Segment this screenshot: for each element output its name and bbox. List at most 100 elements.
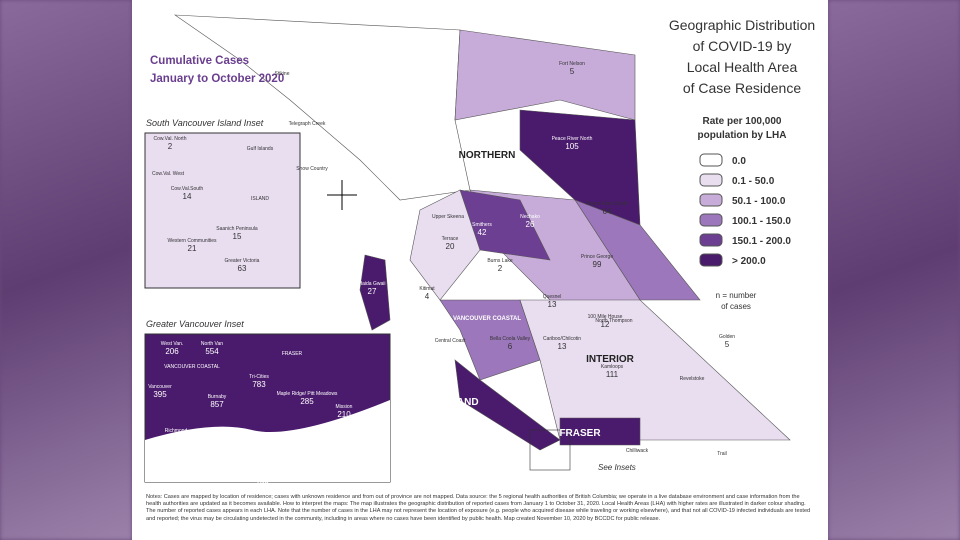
region xyxy=(409,189,481,301)
place-label: Nechako xyxy=(520,214,540,220)
place-label: Cow.Val. West xyxy=(152,171,185,177)
place-label: Upper Skeena xyxy=(432,214,464,220)
place-label: FRASER xyxy=(282,351,303,357)
case-count: 472 xyxy=(293,460,307,469)
case-count: 210 xyxy=(337,410,351,419)
place-label: Revelstoke xyxy=(680,376,705,382)
region-label: NORTHERN xyxy=(459,150,516,161)
case-count: 298 xyxy=(255,478,269,487)
region-label: INTERIOR xyxy=(586,354,635,365)
legend-label: 0.1 - 50.0 xyxy=(732,176,775,187)
place-label: Chilliwack xyxy=(626,448,649,454)
legend-swatch xyxy=(699,153,723,167)
region-label: VANCOUVER COASTAL xyxy=(453,316,521,322)
case-count: 27 xyxy=(368,287,377,296)
legend-note: n = number xyxy=(716,291,757,300)
title: of Case Residence xyxy=(683,80,802,96)
place-label: Cow.Val. North xyxy=(154,136,187,142)
place-label: 100 Mile House xyxy=(588,314,623,320)
place-label: Burns Lake xyxy=(487,258,513,264)
place-label: North Thompson xyxy=(595,318,632,324)
place-label: Central Coast xyxy=(435,338,466,344)
case-count: 42 xyxy=(478,228,487,237)
case-count: 20 xyxy=(446,242,455,251)
south-island-inset xyxy=(144,132,301,289)
place-label: Greater Victoria xyxy=(225,258,260,264)
legend-title: population by LHA xyxy=(698,130,787,141)
place-label: Haida Gwaii xyxy=(359,281,386,287)
case-count: 63 xyxy=(238,264,247,273)
region xyxy=(359,254,391,331)
place-label: Bella Coola Valley xyxy=(490,336,531,342)
title: Geographic Distribution xyxy=(669,17,815,33)
case-count: 2 xyxy=(498,264,503,273)
case-count: 105 xyxy=(565,142,579,151)
region xyxy=(519,299,791,441)
title: of COVID-19 by xyxy=(693,38,792,54)
legend-title: Rate per 100,000 xyxy=(703,116,782,127)
legend-swatch xyxy=(699,173,723,187)
place-label: VANCOUVER COASTAL xyxy=(164,364,220,370)
case-count: 5 xyxy=(570,67,575,76)
inset-box xyxy=(529,429,571,471)
compass xyxy=(327,180,357,210)
place-label: Peace River South xyxy=(586,201,628,207)
case-count: 21 xyxy=(188,244,197,253)
case-count: 428 xyxy=(207,455,221,464)
place-label: Saanich Peninsula xyxy=(216,226,258,232)
place-label: Cariboo/Chilcotin xyxy=(543,336,581,342)
case-count: 285 xyxy=(300,397,314,406)
place-label: Surrey xyxy=(245,436,260,442)
place-label: Mission xyxy=(336,404,353,410)
place-label: Stikine xyxy=(274,71,289,77)
place-label: Telegraph Creek xyxy=(289,121,326,127)
map: Geographic Distribution of COVID-19 by Loc… xyxy=(144,14,815,487)
region-label: ISLAND xyxy=(441,397,478,408)
blurred-border xyxy=(0,0,132,540)
case-count: 5 xyxy=(725,340,730,349)
place-label: Cow.Val.South xyxy=(171,186,204,192)
legend-label: 150.1 - 200.0 xyxy=(732,236,791,247)
place-label: Quesnel xyxy=(543,294,562,300)
map-sheet: Geographic Distribution of COVID-19 by Loc… xyxy=(132,0,828,540)
region xyxy=(559,417,641,446)
case-count: 3993 xyxy=(243,442,261,451)
place-label: Gulf Islands xyxy=(247,146,274,152)
place-label: North Van xyxy=(201,341,223,347)
case-count: 554 xyxy=(205,347,219,356)
place-label: Western Communities xyxy=(167,238,217,244)
case-count: 411 xyxy=(170,434,183,443)
place-label: ISLAND xyxy=(251,196,269,202)
region xyxy=(454,29,636,121)
case-count: 206 xyxy=(165,347,179,356)
place-label: Peace River North xyxy=(552,136,593,142)
title: Local Health Area xyxy=(687,59,798,75)
see-insets: See Insets xyxy=(598,463,636,472)
place-label: Prince George xyxy=(581,254,613,260)
place-label: Abbotsford xyxy=(342,458,366,464)
region xyxy=(454,359,561,451)
place-label: Snow Country xyxy=(296,166,328,172)
case-count: 12 xyxy=(601,320,610,329)
place-label: Tri-Cities xyxy=(249,374,269,380)
province xyxy=(173,14,791,471)
case-count: 880 xyxy=(347,464,361,473)
case-count: 14 xyxy=(183,192,192,201)
inset-title: Greater Vancouver Inset xyxy=(146,319,244,329)
legend-swatch xyxy=(699,253,723,267)
legend-label: 100.1 - 150.0 xyxy=(732,216,791,227)
case-count: 99 xyxy=(593,260,602,269)
legend-swatch xyxy=(699,233,723,247)
legend-note: of cases xyxy=(721,302,751,311)
inset-title: South Vancouver Island Inset xyxy=(146,118,264,128)
place-label: Delta xyxy=(208,449,220,455)
case-count: 15 xyxy=(233,232,242,241)
blurred-border xyxy=(828,0,960,540)
place-label: Langley xyxy=(291,454,309,460)
place-label: Terrace xyxy=(442,236,459,242)
place-label: Kitimat xyxy=(419,286,435,292)
place-label: Kamloops xyxy=(601,364,624,370)
case-count: 4 xyxy=(425,292,430,301)
water xyxy=(145,400,390,482)
